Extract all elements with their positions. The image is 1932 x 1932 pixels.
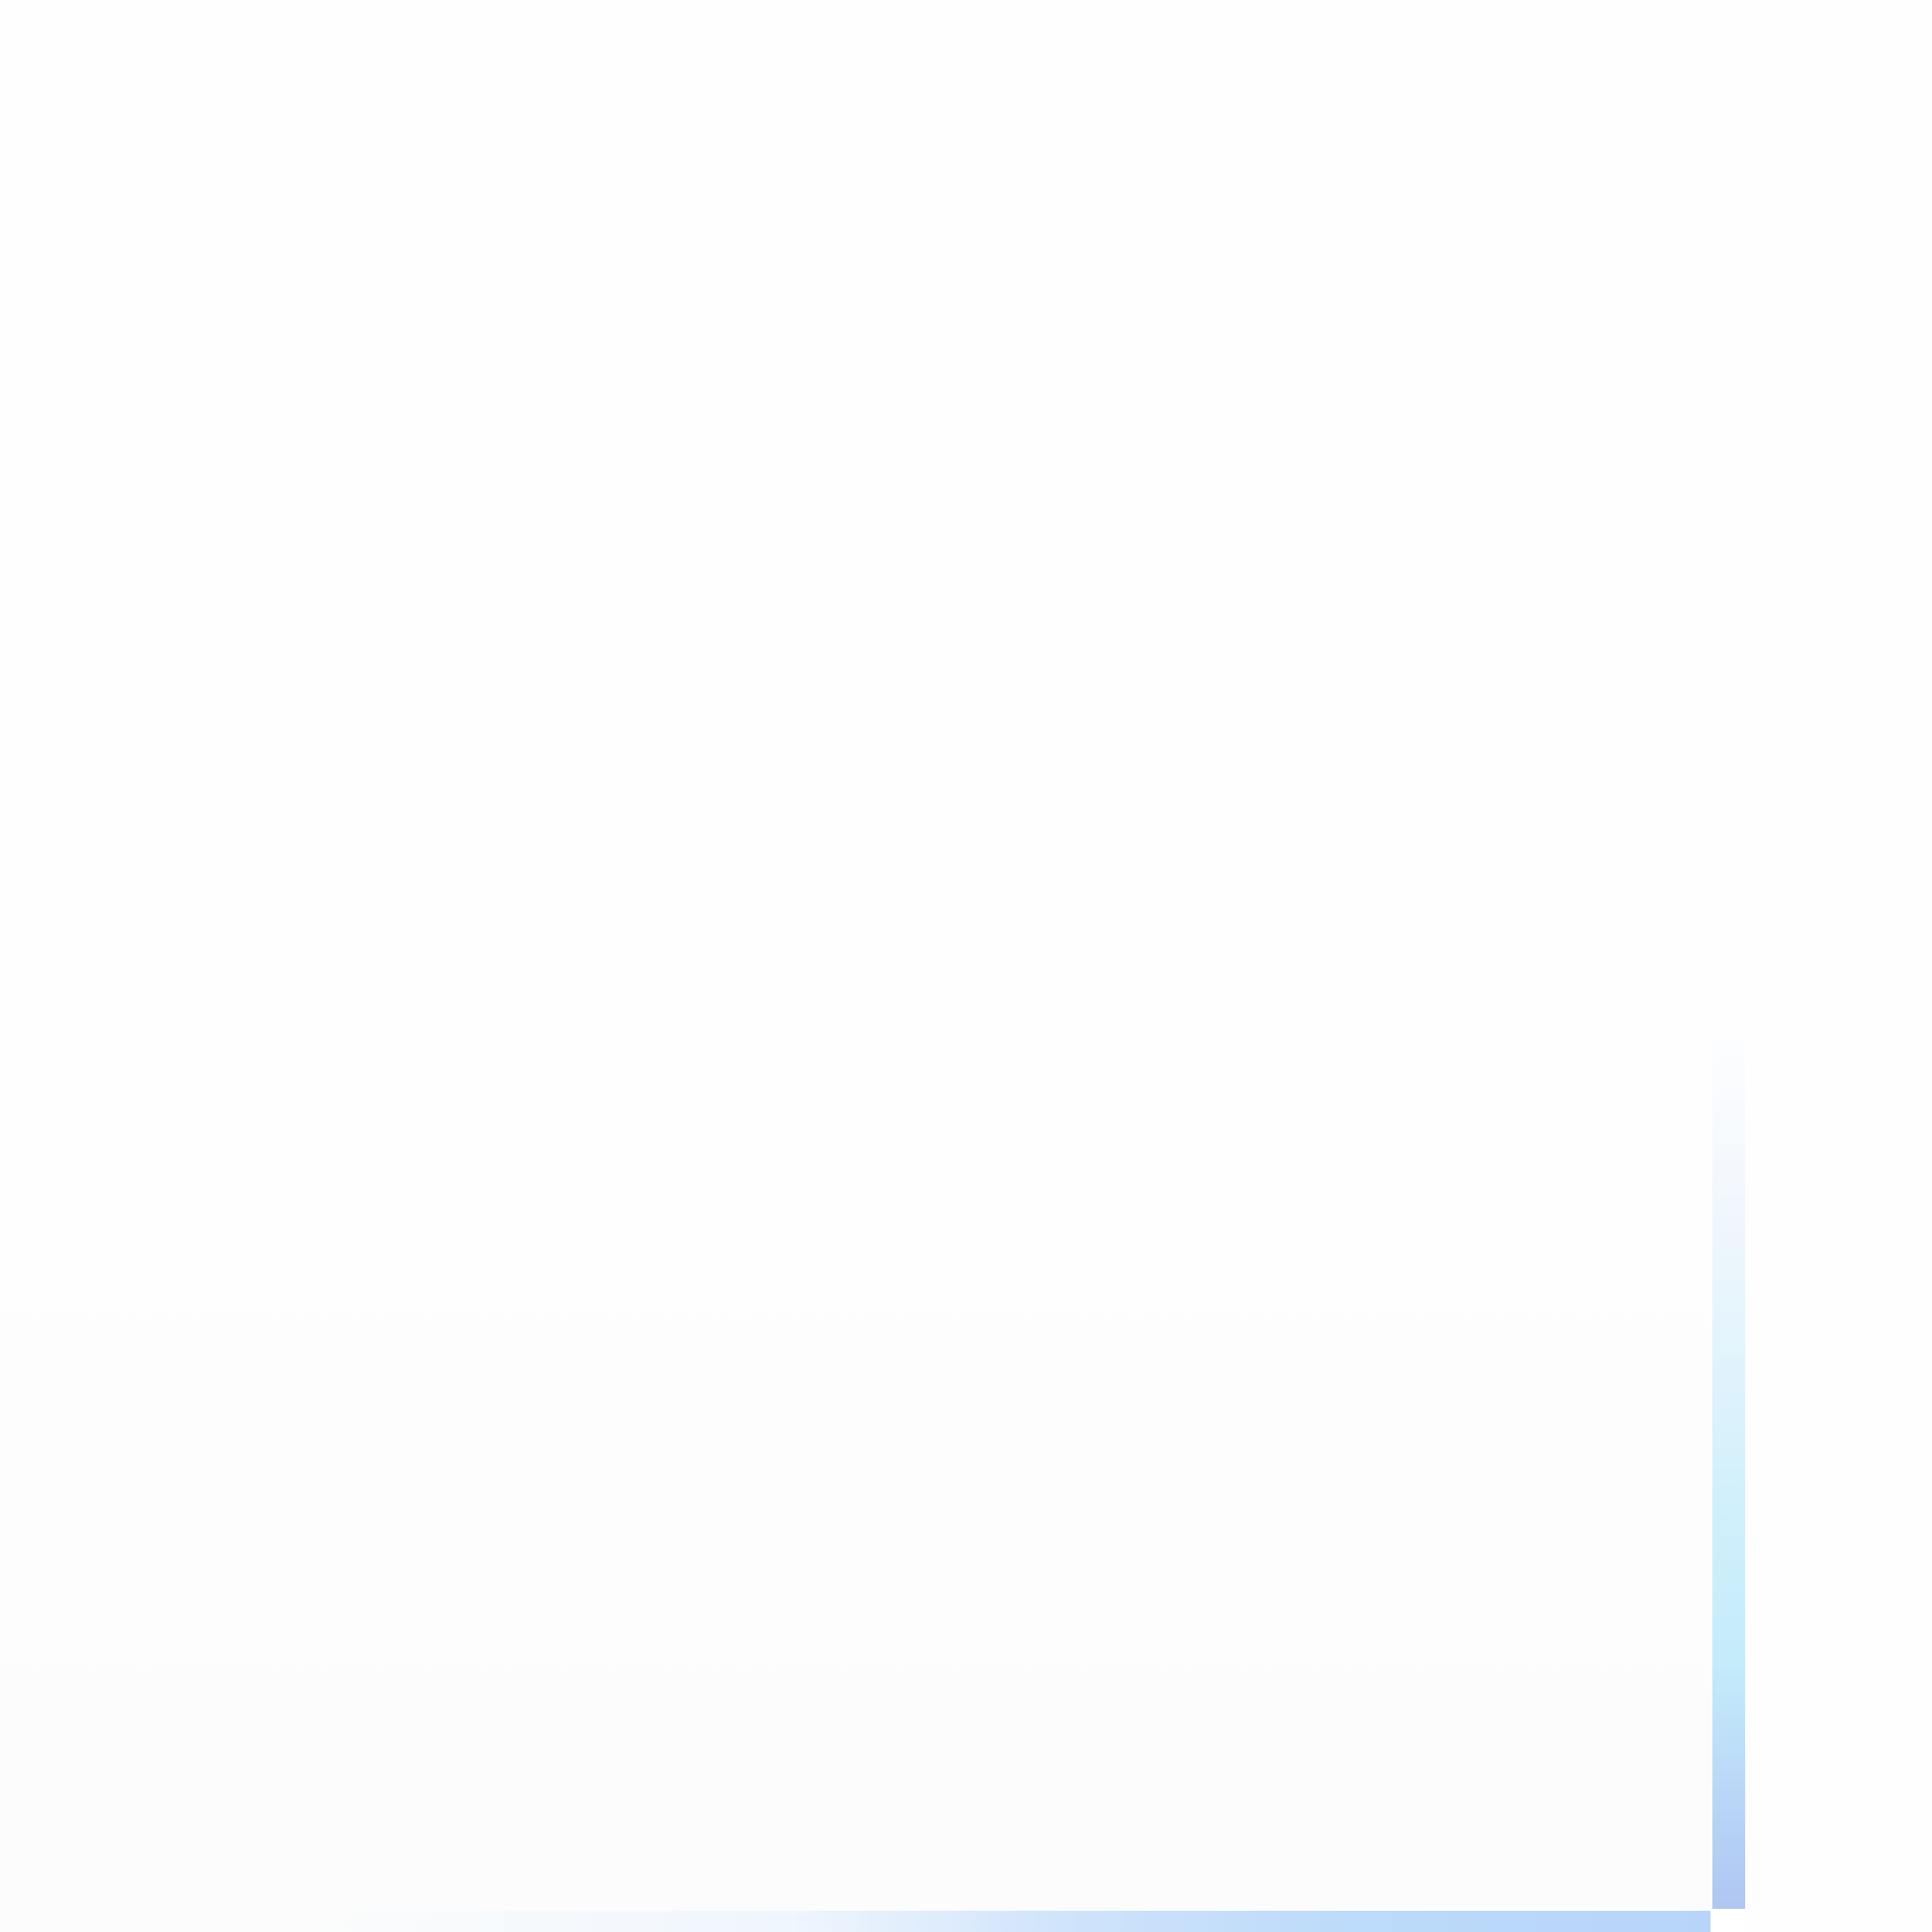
vertical-scrollbar[interactable] [1712, 1021, 1745, 1909]
scroll-corner [1712, 1911, 1745, 1932]
content-panel [0, 1021, 1712, 1932]
horizontal-scrollbar[interactable] [289, 1911, 1710, 1932]
